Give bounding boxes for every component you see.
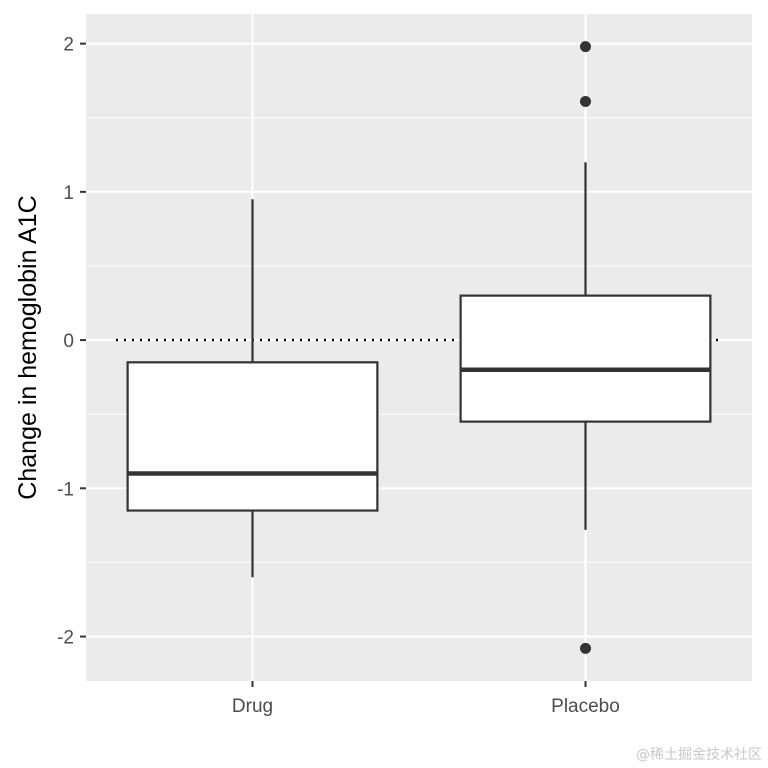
- box-iqr: [126, 361, 379, 512]
- outlier-point: [580, 41, 591, 53]
- y-tick-label: -1: [57, 479, 74, 500]
- y-tick-label: 2: [63, 35, 74, 56]
- y-tick-label: 1: [63, 183, 74, 204]
- outlier-point: [580, 642, 591, 654]
- y-tick-label: 0: [63, 331, 74, 352]
- box-iqr: [459, 294, 712, 423]
- boxes: [126, 41, 712, 654]
- y-tick-label: -2: [57, 628, 74, 649]
- y-axis-title: Change in hemoglobin A1C: [14, 195, 42, 499]
- x-tick-label: Drug: [232, 696, 273, 717]
- x-tick-label: Placebo: [551, 696, 620, 717]
- watermark: @稀土掘金技术社区: [636, 747, 762, 763]
- x-axis: Drug Placebo: [232, 681, 620, 717]
- outlier-point: [580, 95, 591, 107]
- box-drug: [126, 199, 379, 578]
- y-axis: -2 -1 0 1 2: [57, 35, 86, 649]
- box-placebo: [459, 41, 712, 654]
